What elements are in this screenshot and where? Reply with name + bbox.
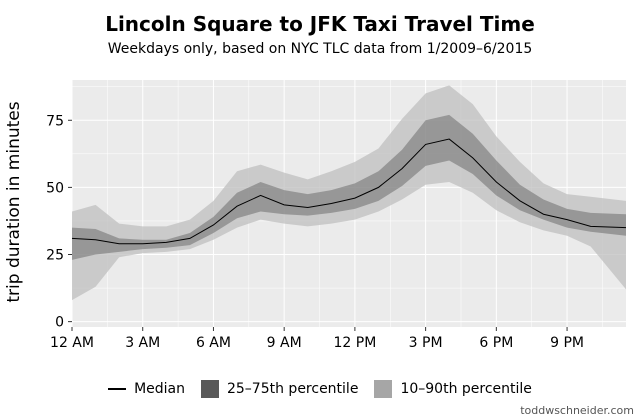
- x-tick-label: 6 PM: [479, 335, 513, 351]
- x-tick-label: 9 AM: [267, 335, 302, 351]
- chart-subtitle: Weekdays only, based on NYC TLC data fro…: [107, 41, 533, 57]
- legend-item-median: Median: [108, 380, 185, 398]
- legend-label-10-90: 10–90th percentile: [400, 381, 532, 397]
- x-tick-label: 6 AM: [196, 335, 231, 351]
- x-tick-label: 12 AM: [50, 335, 94, 351]
- y-tick-label: 0: [55, 315, 64, 331]
- x-tick-label: 9 PM: [550, 335, 584, 351]
- x-tick-label: 3 PM: [409, 335, 443, 351]
- legend-item-25-75: 25–75th percentile: [200, 380, 359, 398]
- x-tick-label: 3 AM: [125, 335, 160, 351]
- y-tick-label: 25: [46, 248, 64, 264]
- legend-item-10-90: 10–90th percentile: [374, 380, 532, 398]
- legend-key-25-75: [200, 380, 219, 398]
- credit-text: toddwschneider.com: [520, 404, 634, 417]
- legend-label-25-75: 25–75th percentile: [226, 381, 359, 397]
- x-axis: 12 AM 3 AM 6 AM 9 AM 12 PM 3 PM 6 PM 9 PM: [50, 327, 584, 351]
- y-axis: 0 25 50 75: [46, 113, 72, 331]
- y-tick-label: 75: [46, 113, 64, 129]
- legend-key-median: [108, 380, 127, 398]
- y-tick-label: 50: [46, 180, 64, 196]
- chart-title: Lincoln Square to JFK Taxi Travel Time: [105, 12, 535, 36]
- x-tick-label: 12 PM: [333, 335, 376, 351]
- band-10-90-percentile: [72, 85, 626, 301]
- legend-label-median: Median: [134, 381, 185, 397]
- band-25-75-percentile: [72, 114, 626, 260]
- legend-key-10-90: [374, 380, 393, 398]
- median-line: [71, 138, 627, 245]
- legend: Median 25–75th percentile 10–90th percen…: [0, 380, 640, 398]
